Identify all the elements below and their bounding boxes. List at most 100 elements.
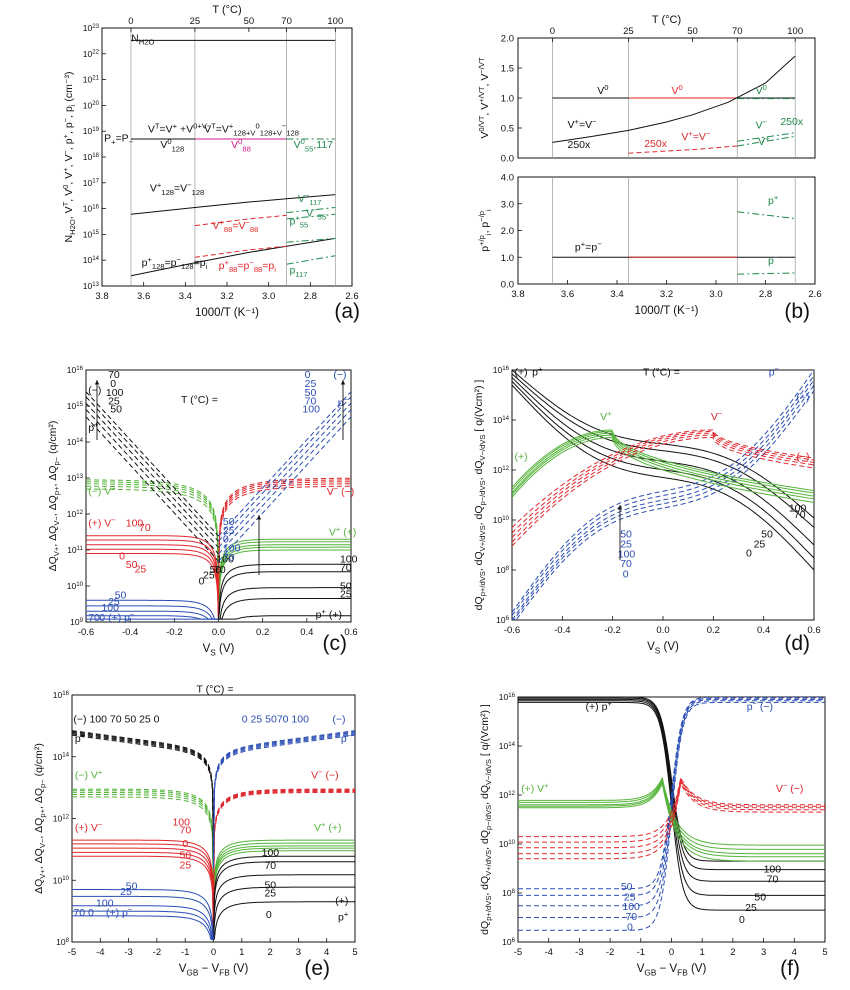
y-axis-label: dQp+/dVS, dQV+/dVS, dQp−/dVS, dQV−/dVS […	[479, 704, 493, 935]
y-tick-label: 4.0	[501, 173, 514, 184]
series-line	[218, 409, 351, 555]
data-label: V0	[671, 83, 682, 97]
series-line	[86, 488, 219, 603]
series-line	[213, 886, 355, 940]
x-tick-label: 0	[211, 947, 216, 958]
chart-c: -0.6 -0.4 -0.2 0.0 0.2 0.4 0.6 109 1010 1011 1012 1…	[47, 365, 358, 658]
series-line	[512, 437, 814, 547]
series-line	[512, 429, 814, 528]
data-label: 100	[101, 602, 119, 614]
series-line	[86, 409, 219, 555]
x-tick-label: 3.2	[220, 291, 233, 302]
plot-frame	[517, 176, 816, 285]
x-tick-label: 0	[669, 947, 674, 958]
data-label: 50	[264, 879, 276, 891]
series-line	[72, 839, 214, 940]
data-label: 0	[110, 378, 116, 390]
y-tick-label: 1023	[83, 23, 100, 33]
series-line	[86, 483, 219, 597]
x-tick-label: 5	[352, 947, 357, 958]
panel-label: (d)	[784, 632, 810, 655]
x-axis-label: VGB − VFB (V)	[637, 963, 707, 977]
data-label: 100	[106, 387, 124, 399]
x-tick-label: -4	[96, 947, 104, 958]
series-line	[213, 861, 355, 940]
x-tick-label: 5	[822, 947, 827, 958]
series-line	[286, 207, 336, 214]
x-tick-label: 0.2	[256, 627, 269, 638]
y-tick-label: 1010	[493, 515, 510, 525]
series-line	[512, 373, 814, 528]
y-axis-label: ΔQV+, ΔQV−, ΔQp+, ΔQp− (q/cm²)	[47, 421, 61, 572]
y-tick-label: 1010	[499, 839, 516, 849]
x-tick-label: -5	[514, 947, 522, 958]
data-label: 50	[305, 387, 317, 399]
y-tick-label: 1022	[83, 49, 100, 59]
y-axis-label-group: NH2O, VT, V0, V+, V−, p+, p−, pi (cm⁻³)	[61, 72, 77, 243]
data-label: 70	[223, 552, 235, 564]
series-group	[130, 39, 336, 277]
data-label: 50	[340, 580, 352, 592]
series-line	[213, 790, 355, 910]
x-tick-label: -1	[181, 947, 189, 958]
series-line	[512, 384, 814, 571]
series-line	[518, 700, 825, 896]
y-axis-label-group: p+/pi, p−/pi	[477, 209, 493, 252]
x-tick-label: -2	[153, 947, 161, 958]
series-line	[518, 778, 825, 849]
series-line	[213, 839, 355, 940]
data-label: V+	[758, 134, 770, 148]
data-label: p−	[341, 731, 352, 745]
data-label: (−)	[333, 369, 346, 381]
data-label: NH2O	[131, 32, 154, 46]
data-label: (+)	[515, 367, 528, 379]
x-tick-label: 2	[267, 947, 272, 958]
series-line	[72, 843, 214, 940]
chart-e: -5 -4 -3 -2 -1 0 1 2 3 4 5 108 1010 1012 1014 1016 VGB −…	[33, 684, 358, 980]
series-line	[86, 599, 219, 620]
data-label: p− (−)	[747, 699, 773, 713]
data-label: (+) V+	[521, 781, 549, 795]
series-line	[213, 842, 355, 940]
x-axis-label: VS (V)	[647, 641, 679, 655]
data-label: 25	[108, 396, 120, 408]
data-label: 70	[305, 396, 317, 408]
data-label: 50	[110, 404, 122, 416]
data-label: (−) 100 70 50 25 0	[73, 713, 159, 725]
series-line	[218, 546, 351, 620]
y-tick-label: 3.0	[501, 199, 514, 210]
data-label: 0	[223, 534, 229, 546]
data-label: 0	[627, 921, 633, 933]
x-tick-label: 1	[239, 947, 244, 958]
series-line	[518, 698, 825, 882]
series-group	[552, 55, 796, 154]
series-line	[552, 55, 796, 143]
x-axis-label: VGB − VFB (V)	[179, 963, 249, 977]
x-tick-label: 3.8	[511, 289, 524, 300]
series-line	[518, 697, 825, 871]
data-label: P+=P−	[104, 132, 134, 146]
x-tick-label: -0.6	[78, 627, 94, 638]
x-tick-label: 0.0	[212, 627, 225, 638]
data-label: 70	[264, 860, 276, 872]
data-label: 25	[620, 538, 632, 550]
x-tick-label: -3	[124, 947, 132, 958]
series-group	[518, 697, 825, 931]
data-label: V+ (+)	[329, 525, 357, 539]
data-label: 25	[108, 596, 120, 608]
y-tick-label: 0.0	[501, 154, 514, 165]
arrowhead-icon	[94, 380, 100, 385]
y-axis-label: V0/VT, V+/VT, V−/VT	[477, 57, 491, 139]
data-label: 100	[172, 816, 190, 828]
series-line	[218, 391, 351, 537]
series-line	[72, 732, 214, 866]
y-tick-label: 1019	[83, 126, 100, 136]
y-axis-label: ΔQV+, ΔQV−, ΔQp+, ΔQp− (q/cm²)	[33, 743, 47, 894]
data-label: 25	[264, 887, 276, 899]
data-label: 25	[745, 902, 757, 914]
data-label: V+128=V−128	[150, 181, 204, 197]
data-label: 50	[180, 850, 192, 862]
series-line	[218, 477, 351, 592]
data-label: 100	[340, 553, 358, 565]
